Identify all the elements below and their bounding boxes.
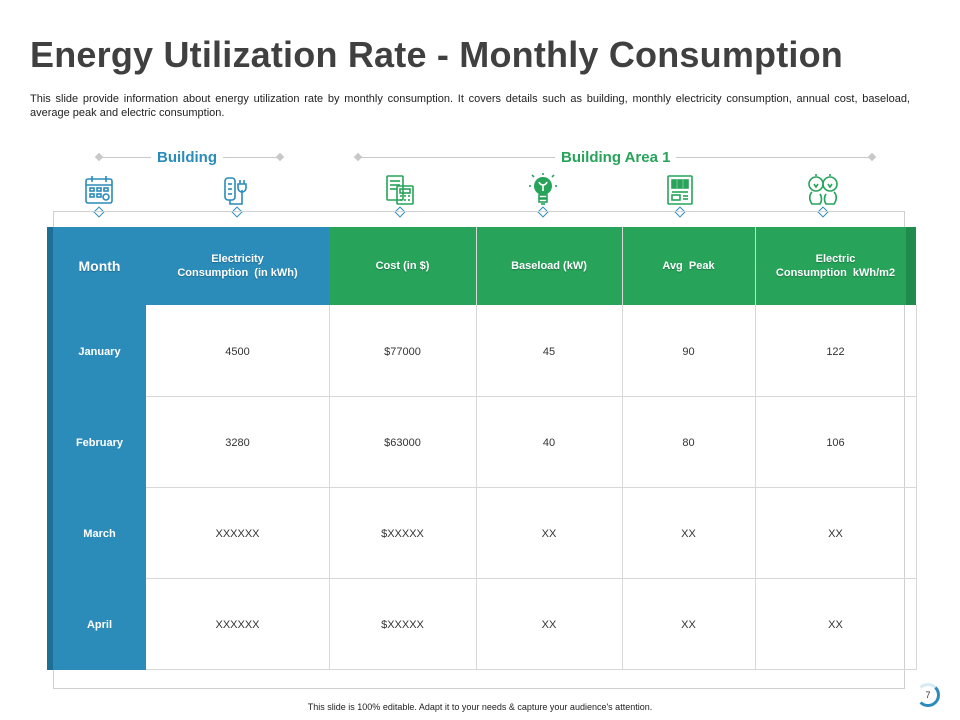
cell-avg-peak: XX (681, 527, 696, 540)
grid-hline (146, 578, 916, 579)
building-label: Building (151, 149, 223, 166)
plug-icon (220, 172, 254, 208)
lightbulb-icon (526, 172, 560, 208)
bulbs-icon (806, 172, 840, 208)
header-electricity-line1: Electricity (211, 253, 264, 265)
cell-electricity: XXXXXX (215, 527, 260, 540)
header-month: Month (78, 258, 121, 274)
building-area-label: Building Area 1 (555, 149, 677, 166)
slide-description: This slide provide information about ene… (30, 93, 910, 119)
row-month-april: April (86, 618, 113, 631)
cell-electric: XX (828, 527, 843, 540)
meter-panel-icon (663, 172, 697, 208)
area-right-diamond (867, 152, 877, 162)
cell-baseload: 40 (542, 436, 556, 449)
row-month-march: March (83, 527, 116, 540)
row-month-february: February (75, 436, 124, 449)
header-baseload: Baseload (kW) (511, 260, 587, 272)
grid-vline (622, 227, 623, 670)
header-electricity: Electricity Consumption (in kWh) (146, 227, 329, 305)
calendar-icon (82, 172, 116, 208)
page-title: Energy Utilization Rate - Monthly Consum… (30, 34, 843, 75)
header-mid-diamond (275, 152, 285, 162)
footer-note: This slide is 100% editable. Adapt it to… (307, 702, 653, 712)
month-column (47, 227, 146, 670)
cell-baseload: 45 (542, 345, 556, 358)
cell-electricity: 4500 (225, 345, 250, 358)
header-electric-line1: Electric (815, 253, 856, 265)
cell-avg-peak: 90 (682, 345, 695, 358)
cell-cost: $77000 (384, 345, 421, 358)
cell-avg-peak: 80 (682, 436, 695, 449)
grid-vline (916, 305, 917, 670)
header-electricity-line2: Consumption (in kWh) (177, 267, 298, 279)
cell-electric: XX (828, 618, 843, 631)
grid-vline (476, 227, 477, 670)
cell-avg-peak: XX (681, 618, 696, 631)
header-cost: Cost (in $) (375, 260, 430, 272)
grid-hline (146, 487, 916, 488)
header-green-edge (906, 227, 916, 305)
header-avg-peak: Avg Peak (662, 260, 715, 272)
grid-hline (146, 396, 916, 397)
page-number: 7 (916, 683, 940, 707)
cell-cost: $XXXXX (381, 618, 424, 631)
header-blue-bg (146, 227, 329, 305)
month-column-edge (47, 227, 53, 670)
row-month-january: January (78, 345, 121, 358)
cell-electric: 106 (826, 436, 845, 449)
header-electric-line2: Consumption kWh/m2 (775, 267, 896, 279)
cell-electric: 122 (826, 345, 845, 358)
invoice-icon (383, 172, 417, 208)
cell-baseload: XX (541, 618, 557, 631)
header-electric-consumption: Electric Consumption kWh/m2 (755, 227, 916, 305)
cell-electricity: XXXXXX (215, 618, 260, 631)
cell-cost: $63000 (384, 436, 421, 449)
grid-vline (755, 227, 756, 670)
grid-hline (146, 669, 916, 670)
cell-electricity: 3280 (225, 436, 250, 449)
cell-baseload: XX (541, 527, 557, 540)
cell-cost: $XXXXX (381, 527, 424, 540)
